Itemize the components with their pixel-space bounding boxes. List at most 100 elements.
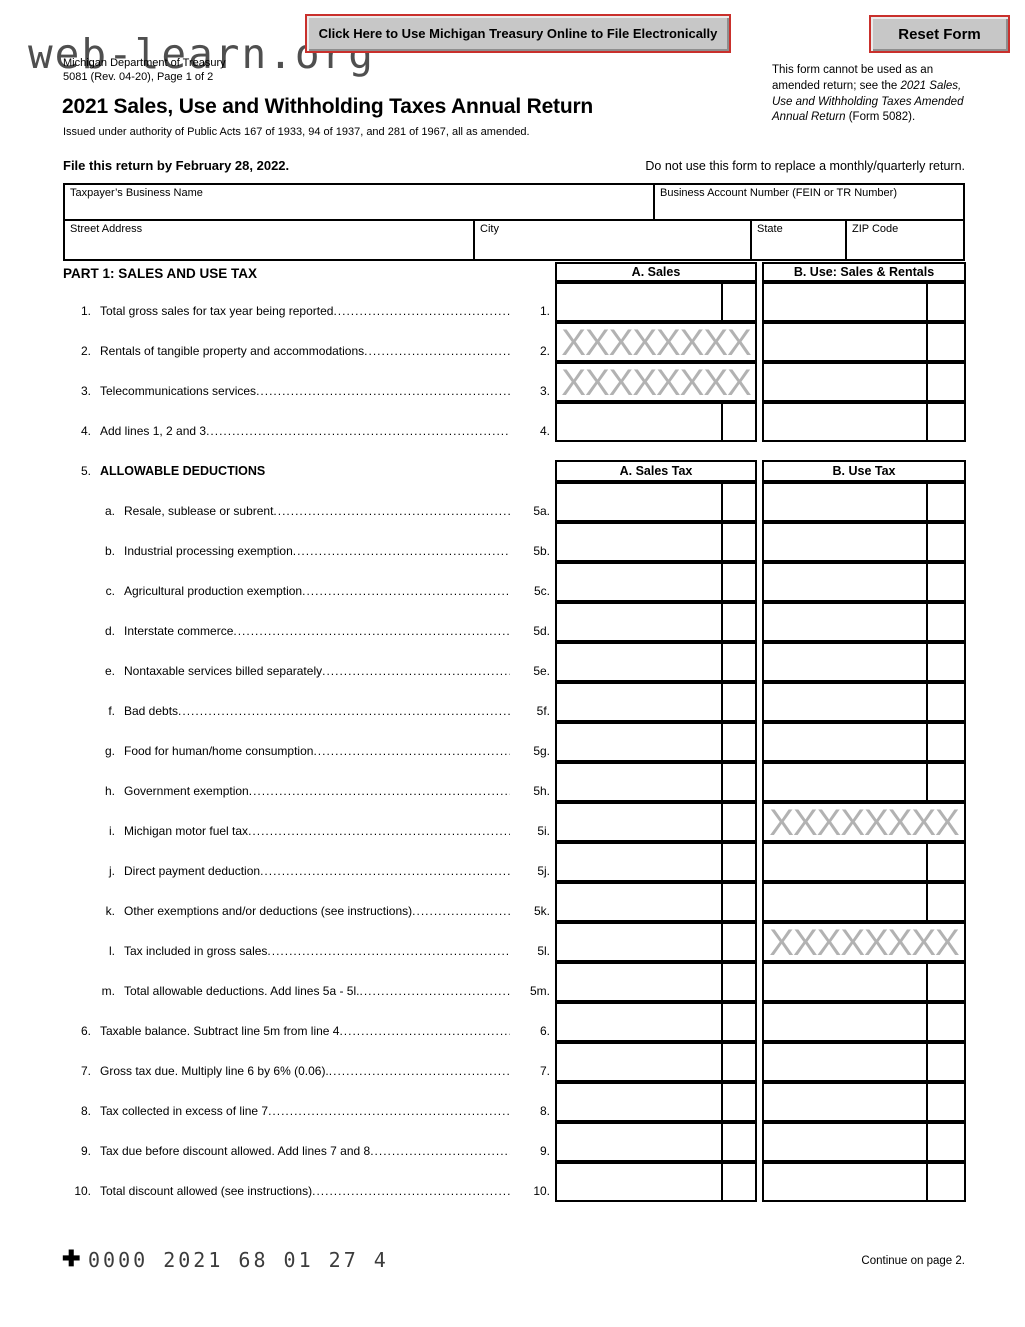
line-reference-number: 6. [539,1024,550,1038]
line-reference-number: 5h. [533,784,550,798]
cents-divider [926,844,928,880]
ded-cell-b-5m[interactable] [762,962,966,1002]
ded-cell-a-5e[interactable] [555,642,757,682]
continue-note: Continue on page 2. [861,1255,965,1267]
ded-cell-a-8[interactable] [555,1082,757,1122]
ded-cell-a-5a[interactable] [555,482,757,522]
dot-leader: ........................................… [370,1144,510,1158]
zip-field[interactable]: ZIP Code [845,219,965,261]
ded-cell-b-5a[interactable] [762,482,966,522]
ded-cell-b-8[interactable] [762,1082,966,1122]
ded-cell-b-5c[interactable] [762,562,966,602]
ded-cell-b-5e[interactable] [762,642,966,682]
ded-cell-a-7[interactable] [555,1042,757,1082]
form-line-label: l. Tax included in gross sales...........… [63,922,550,962]
ded-cell-b-6[interactable] [762,1002,966,1042]
cents-divider [721,1044,723,1080]
ded-cell-b-5j[interactable] [762,842,966,882]
form-line-label: 1. Total gross sales for tax year being r… [63,282,550,322]
sales-cell-b-2[interactable] [762,322,966,362]
ded-cell-b-9[interactable] [762,1122,966,1162]
dot-leader: ........................................… [273,504,510,518]
state-field[interactable]: State [750,219,847,261]
ded-cell-b-10[interactable] [762,1162,966,1202]
city-field[interactable]: City [473,219,752,261]
scanline-plus-icon: ✚ [62,1246,81,1271]
account-number-label: Business Account Number (FEIN or TR Numb… [660,187,897,199]
cents-divider [721,764,723,800]
line-description: Tax collected in excess of line 7 [100,1104,269,1118]
ded-cell-a-5f[interactable] [555,682,757,722]
line-number: 3. [80,384,91,398]
sales-cell-b-1[interactable] [762,282,966,322]
cents-divider [926,324,928,360]
sales-cell-b-3[interactable] [762,362,966,402]
street-address-field[interactable]: Street Address [63,219,475,261]
form-line-label: g. Food for human/home consumption.......… [63,722,550,762]
ded-cell-b-5g[interactable] [762,722,966,762]
deductions-heading-text: ALLOWABLE DEDUCTIONS [100,464,266,478]
ded-cell-b-5f[interactable] [762,682,966,722]
sales-cell-a-1[interactable] [555,282,757,322]
cents-divider [926,284,928,320]
form-line-label: 8. Tax collected in excess of line 7 ....… [63,1082,550,1122]
amended-note-text: This form cannot be used as an amended r… [772,64,934,92]
form-line-label: h. Government exemption .................… [63,762,550,802]
line-description: Total allowable deductions. Add lines 5a… [124,984,360,998]
ded-cell-a-5k[interactable] [555,882,757,922]
ded-cell-b-5d[interactable] [762,602,966,642]
line-description: Total gross sales for tax year being rep… [100,304,334,318]
line-reference-number: 5f. [536,704,550,718]
use-sales-rentals-column-header: B. Use: Sales & Rentals [762,262,966,282]
ded-cell-a-5m[interactable] [555,962,757,1002]
ded-cell-b-7[interactable] [762,1042,966,1082]
sales-cell-b-4[interactable] [762,402,966,442]
line-description: Interstate commerce [124,624,234,638]
ded-cell-a-5i[interactable] [555,802,757,842]
cents-divider [721,684,723,720]
ded-cell-a-5h[interactable] [555,762,757,802]
line-number: l. [109,944,115,958]
line-description: Government exemption [124,784,249,798]
ded-cell-a-5c[interactable] [555,562,757,602]
form-line-label: m. Total allowable deductions. Add lines … [63,962,550,1002]
cents-divider [926,1164,928,1200]
cents-divider [926,1044,928,1080]
sales-cell-a-2: XXXXXXXX [555,322,757,362]
cents-divider [926,364,928,400]
account-number-field[interactable]: Business Account Number (FEIN or TR Numb… [653,183,965,221]
reset-form-button[interactable]: Reset Form [869,15,1010,53]
dot-leader: ........................................… [292,544,510,558]
ded-cell-a-5j[interactable] [555,842,757,882]
cents-divider [721,564,723,600]
ded-cell-a-9[interactable] [555,1122,757,1162]
efile-online-button[interactable]: Click Here to Use Michigan Treasury Onli… [305,14,731,53]
line-number: j. [109,864,115,878]
ded-cell-a-5d[interactable] [555,602,757,642]
ded-cell-b-5b[interactable] [762,522,966,562]
ded-cell-a-6[interactable] [555,1002,757,1042]
sales-cell-a-4[interactable] [555,402,757,442]
line-number: k. [105,904,115,918]
sales-column-header: A. Sales [555,262,757,282]
ded-cell-a-10[interactable] [555,1162,757,1202]
ded-cell-b-5l: XXXXXXXX [762,922,966,962]
cents-divider [721,484,723,520]
ded-cell-a-5l[interactable] [555,922,757,962]
business-name-field[interactable]: Taxpayer’s Business Name [63,183,655,221]
ded-cell-b-5k[interactable] [762,882,966,922]
cents-divider [721,884,723,920]
cents-divider [926,484,928,520]
dot-leader: ........................................… [248,824,510,838]
cents-divider [721,924,723,960]
dot-leader: ........................................… [268,1104,510,1118]
cents-divider [926,604,928,640]
form-line-label: d. Interstate commerce...................… [63,602,550,642]
ded-cell-a-5b[interactable] [555,522,757,562]
cents-divider [721,604,723,640]
crossed-out-pattern: XXXXXXXX [561,324,751,360]
ded-cell-b-5h[interactable] [762,762,966,802]
ded-cell-a-5g[interactable] [555,722,757,762]
line-reference-number: 5i. [537,824,550,838]
